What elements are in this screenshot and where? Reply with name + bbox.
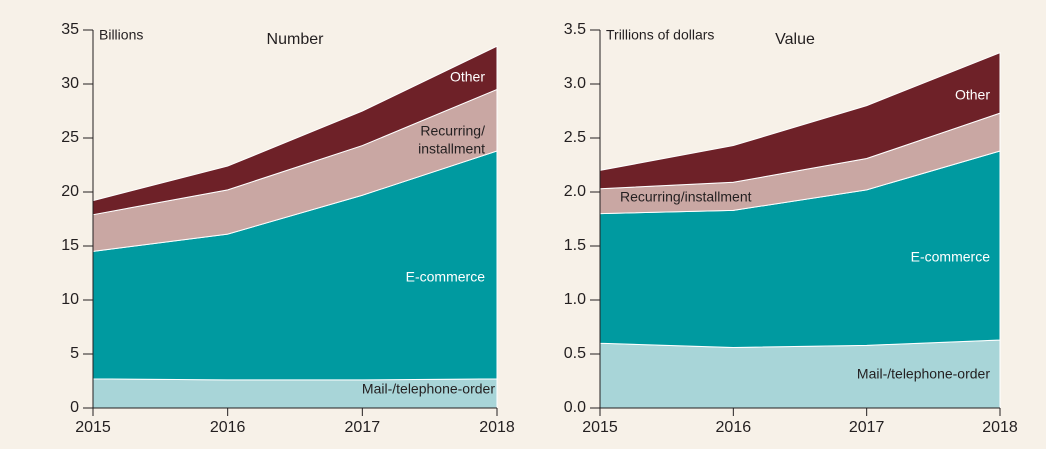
y-tick-label: 3.0 bbox=[564, 75, 586, 92]
x-tick-label: 2016 bbox=[210, 419, 246, 436]
x-tick-label: 2018 bbox=[479, 419, 515, 436]
y-tick-label: 0.0 bbox=[564, 399, 586, 416]
x-tick-label: 2015 bbox=[582, 419, 618, 436]
y-tick-label: 25 bbox=[61, 129, 79, 146]
area-label: Mail-/telephone-order bbox=[362, 381, 495, 397]
y-tick-label: 35 bbox=[61, 21, 79, 38]
y-axis-label: Billions bbox=[99, 27, 143, 43]
area-label: Other bbox=[450, 69, 485, 85]
chart-title: Number bbox=[267, 31, 325, 48]
area-label: installment bbox=[418, 141, 485, 157]
area-label: Recurring/ bbox=[420, 123, 485, 139]
y-tick-label: 3.5 bbox=[564, 21, 586, 38]
y-tick-label: 20 bbox=[61, 183, 79, 200]
y-tick-label: 15 bbox=[61, 237, 79, 254]
y-tick-label: 1.5 bbox=[564, 237, 586, 254]
x-tick-label: 2017 bbox=[849, 419, 885, 436]
y-tick-label: 0 bbox=[70, 399, 79, 416]
area-label: E-commerce bbox=[911, 249, 991, 265]
y-tick-label: 0.5 bbox=[564, 345, 586, 362]
y-tick-label: 2.0 bbox=[564, 183, 586, 200]
area-label: Recurring/installment bbox=[620, 189, 752, 205]
x-tick-label: 2018 bbox=[982, 419, 1018, 436]
y-tick-label: 2.5 bbox=[564, 129, 586, 146]
y-tick-label: 1.0 bbox=[564, 291, 586, 308]
y-tick-label: 30 bbox=[61, 75, 79, 92]
x-tick-label: 2015 bbox=[75, 419, 111, 436]
area-label: E-commerce bbox=[406, 269, 486, 285]
y-tick-label: 10 bbox=[61, 291, 79, 308]
area bbox=[599, 51, 1001, 190]
x-tick-label: 2017 bbox=[345, 419, 381, 436]
y-axis-label: Trillions of dollars bbox=[606, 27, 714, 43]
area bbox=[92, 45, 498, 216]
y-tick-label: 5 bbox=[70, 345, 79, 362]
area-label: Other bbox=[955, 87, 990, 103]
chart-title: Value bbox=[775, 31, 815, 48]
x-tick-label: 2016 bbox=[716, 419, 752, 436]
area-label: Mail-/telephone-order bbox=[857, 366, 990, 382]
